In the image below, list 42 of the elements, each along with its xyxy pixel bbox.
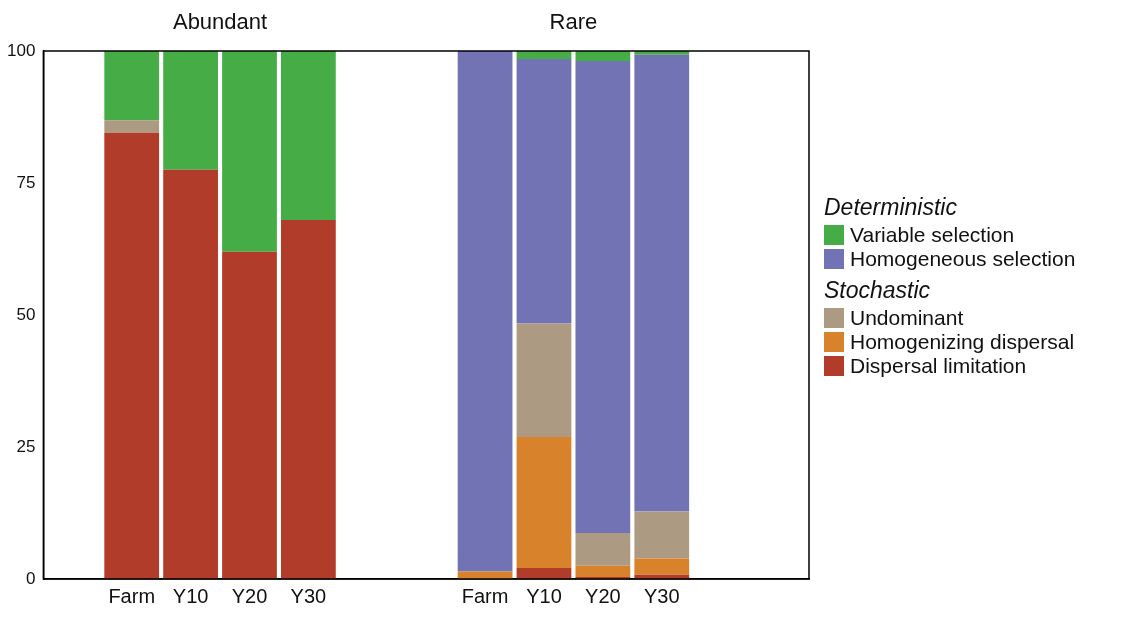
bar — [634, 511, 690, 559]
bar — [457, 51, 513, 572]
x-tick-label: Y10 — [172, 584, 209, 607]
legend-label: Dispersal limitation — [850, 354, 1027, 378]
x-tick-label: Farm — [108, 584, 156, 607]
bar — [516, 323, 572, 437]
text: Stochastic — [824, 277, 932, 304]
y-tick-label: 75 — [16, 172, 36, 192]
bar — [104, 51, 160, 121]
bar — [575, 51, 631, 62]
x-tick-label: Y20 — [585, 584, 621, 607]
bar — [634, 54, 690, 512]
x-tick-label: Farm — [461, 584, 509, 607]
bar — [516, 58, 572, 324]
bar — [281, 219, 336, 579]
bar — [575, 533, 631, 566]
bar — [163, 51, 218, 170]
bar — [104, 120, 160, 133]
y-tick-label: 100 — [6, 40, 36, 60]
y-tick-label: 0 — [25, 568, 36, 588]
bar — [575, 565, 631, 577]
y-tick-label: 25 — [16, 436, 36, 456]
x-tick-label: Y30 — [643, 584, 680, 607]
legend-label: Variable selection — [850, 223, 1015, 247]
bar — [634, 558, 690, 575]
text: Abundant — [172, 9, 268, 35]
y-tick-label: 50 — [16, 304, 36, 324]
legend-label: Homogenizing dispersal — [850, 330, 1075, 354]
text: Rare — [549, 9, 598, 35]
bar — [222, 251, 277, 579]
x-tick-label: Y20 — [231, 584, 268, 607]
bar — [281, 51, 336, 220]
x-tick-label: Y30 — [290, 584, 327, 607]
bar — [163, 169, 218, 579]
bar — [575, 61, 631, 534]
legend-label: Undominant — [850, 306, 964, 330]
legend-title: Deterministic — [824, 194, 958, 221]
bar — [222, 51, 277, 252]
bar — [516, 436, 572, 568]
legend-label: Homogeneous selection — [850, 247, 1076, 271]
bar — [104, 132, 160, 579]
x-tick-label: Y10 — [526, 584, 562, 607]
